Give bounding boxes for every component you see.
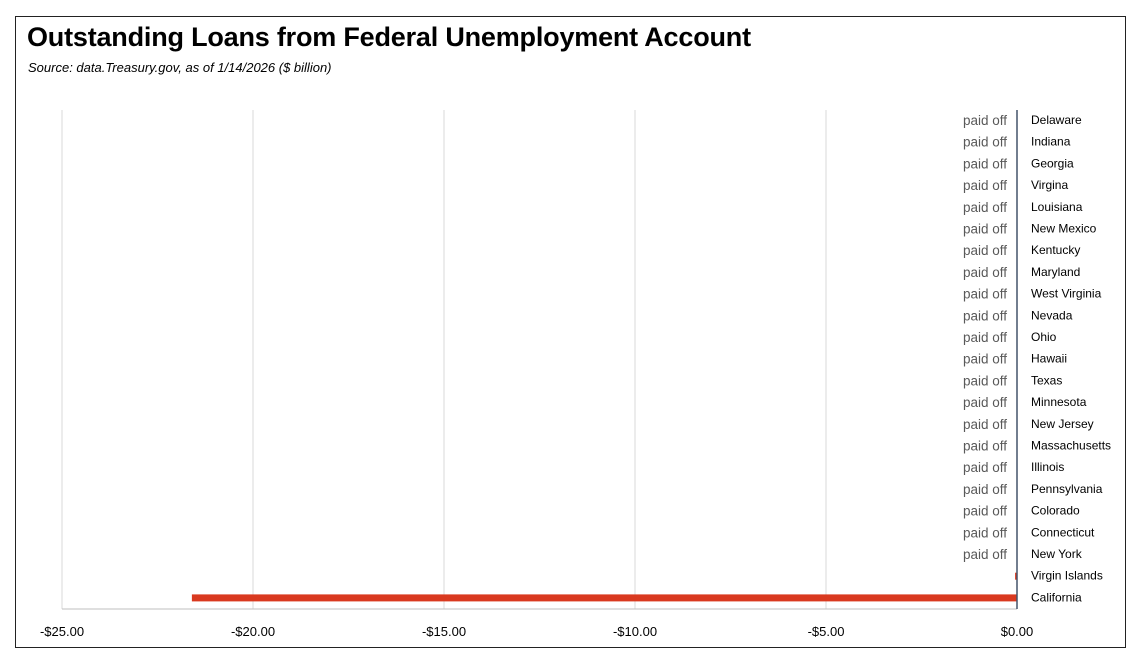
category-label: Illinois [1031,460,1064,474]
chart-subtitle: Source: data.Treasury.gov, as of 1/14/20… [28,60,332,75]
data-label: paid off [963,417,1007,432]
data-label: paid off [963,222,1007,237]
bar [1015,572,1017,580]
category-label: New Mexico [1031,222,1097,236]
category-label: Kentucky [1031,243,1080,257]
data-label: paid off [963,308,1007,323]
category-label: Colorado [1031,504,1080,518]
data-label: paid off [963,395,1007,410]
category-label: Indiana [1031,135,1071,149]
category-label: Ohio [1031,330,1057,344]
data-label: paid off [963,439,1007,454]
data-label: paid off [963,287,1007,302]
category-label: Nevada [1031,308,1073,322]
data-label: paid off [963,330,1007,345]
chart-frame [15,16,1126,648]
category-label: Hawaii [1031,352,1067,366]
data-label: paid off [963,156,1007,171]
category-label: New Jersey [1031,417,1094,431]
category-label: Minnesota [1031,395,1087,409]
x-tick-label: -$20.00 [231,624,275,639]
data-label: paid off [963,504,1007,519]
bar [191,594,1017,602]
category-label: Georgia [1031,156,1074,170]
data-label: paid off [963,460,1007,475]
data-label: paid off [963,243,1007,258]
data-label: paid off [963,265,1007,280]
category-label: West Virginia [1031,287,1102,301]
category-label: Maryland [1031,265,1080,279]
category-label: Virgina [1031,178,1068,192]
x-tick-label: $0.00 [1001,624,1034,639]
category-label: California [1031,590,1082,604]
category-label: Connecticut [1031,525,1095,539]
category-label: Virgin Islands [1031,569,1103,583]
data-label: paid off [963,178,1007,193]
data-label: paid off [963,547,1007,562]
data-label: paid off [963,200,1007,215]
category-label: Pennsylvania [1031,482,1103,496]
x-tick-label: -$10.00 [613,624,657,639]
category-label: Texas [1031,373,1062,387]
category-label: New York [1031,547,1083,561]
data-label: paid off [963,113,1007,128]
category-label: Louisiana [1031,200,1083,214]
data-label: paid off [963,135,1007,150]
category-label: Delaware [1031,113,1082,127]
x-tick-label: -$25.00 [40,624,84,639]
x-tick-label: -$5.00 [808,624,845,639]
data-label: paid off [963,373,1007,388]
category-label: Massachusetts [1031,439,1111,453]
data-label: paid off [963,352,1007,367]
chart-title: Outstanding Loans from Federal Unemploym… [27,22,751,52]
x-tick-label: -$15.00 [422,624,466,639]
data-label: paid off [963,525,1007,540]
data-label: paid off [963,482,1007,497]
